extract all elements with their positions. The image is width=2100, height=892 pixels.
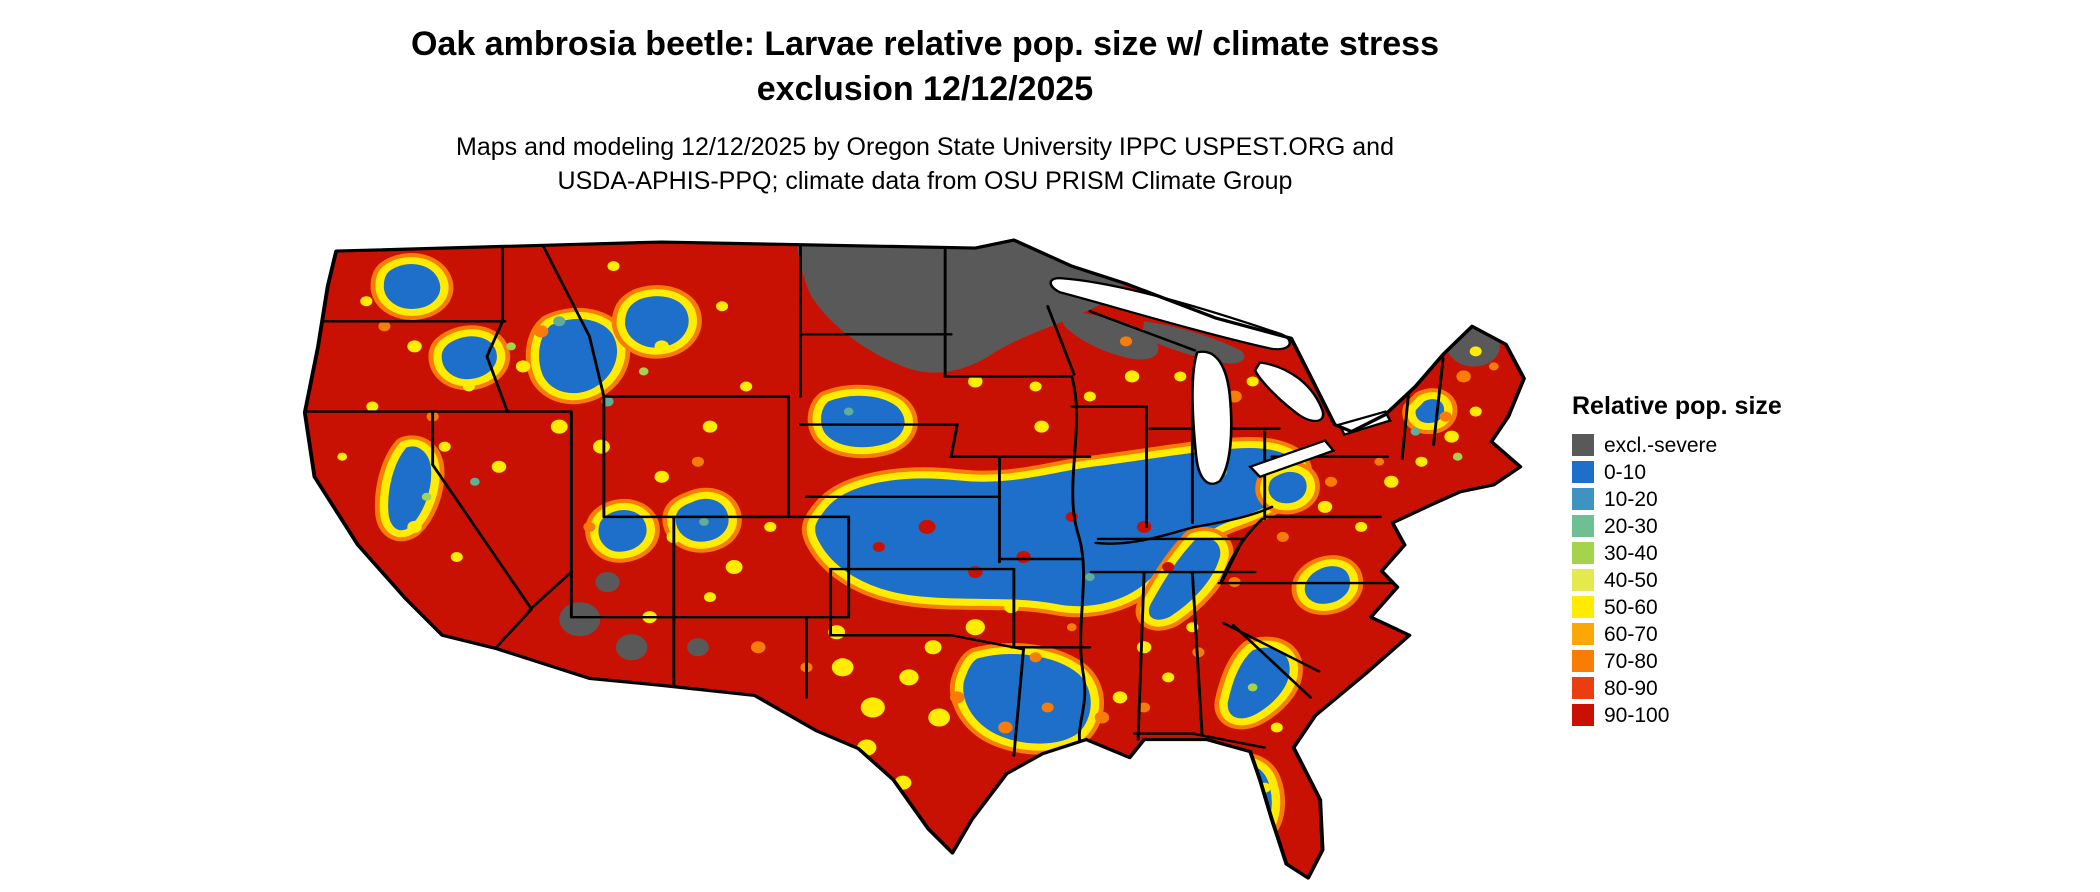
legend-swatch — [1572, 677, 1594, 699]
legend-label: 0-10 — [1604, 460, 1647, 484]
legend-label: 20-30 — [1604, 514, 1658, 538]
legend-swatch — [1572, 515, 1594, 537]
legend-item: 30-40 — [1572, 542, 1782, 564]
legend-label: 80-90 — [1604, 676, 1658, 700]
legend: Relative pop. size excl.-severe 0-10 10-… — [1572, 392, 1782, 731]
legend-item: 70-80 — [1572, 650, 1782, 672]
legend-label: 60-70 — [1604, 622, 1658, 646]
page-title: Oak ambrosia beetle: Larvae relative pop… — [0, 22, 1850, 112]
us-map-svg — [302, 238, 1526, 880]
speckles-teal — [470, 316, 1421, 582]
legend-swatch — [1572, 704, 1594, 726]
title-line-2: exclusion 12/12/2025 — [756, 69, 1094, 108]
subtitle-line-1: Maps and modeling 12/12/2025 by Oregon S… — [456, 132, 1394, 161]
legend-item: 90-100 — [1572, 704, 1782, 726]
lake-michigan — [1191, 350, 1233, 485]
legend-swatch — [1572, 434, 1594, 456]
legend-item: 20-30 — [1572, 515, 1782, 537]
legend-label: 40-50 — [1604, 568, 1658, 592]
legend-label: 90-100 — [1604, 703, 1670, 727]
legend-label: 50-60 — [1604, 595, 1658, 619]
legend-label: 70-80 — [1604, 649, 1658, 673]
state-borders — [305, 240, 1445, 757]
us-map — [300, 226, 1530, 888]
legend-swatch — [1572, 461, 1594, 483]
legend-item: 0-10 — [1572, 461, 1782, 483]
legend-item: 50-60 — [1572, 596, 1782, 618]
lake-erie — [1248, 439, 1336, 479]
speckles-green — [421, 342, 1463, 692]
legend-item: 40-50 — [1572, 569, 1782, 591]
legend-swatch — [1572, 569, 1594, 591]
title-line-1: Oak ambrosia beetle: Larvae relative pop… — [410, 25, 1440, 63]
lake-huron — [1253, 361, 1325, 422]
great-lakes — [1049, 277, 1392, 485]
page-subtitle: Maps and modeling 12/12/2025 by Oregon S… — [0, 130, 1850, 199]
legend-label: excl.-severe — [1604, 433, 1718, 457]
legend-swatch — [1572, 596, 1594, 618]
legend-item: 10-20 — [1572, 488, 1782, 510]
legend-item: excl.-severe — [1572, 434, 1782, 456]
map-header: Oak ambrosia beetle: Larvae relative pop… — [0, 22, 1850, 199]
legend-title: Relative pop. size — [1572, 392, 1782, 420]
legend-swatch — [1572, 623, 1594, 645]
legend-item: 80-90 — [1572, 677, 1782, 699]
legend-swatch — [1572, 542, 1594, 564]
legend-item: 60-70 — [1572, 623, 1782, 645]
legend-swatch — [1572, 488, 1594, 510]
legend-swatch — [1572, 650, 1594, 672]
legend-label: 10-20 — [1604, 487, 1658, 511]
subtitle-line-2: USDA-APHIS-PPQ; climate data from OSU PR… — [557, 167, 1293, 196]
legend-label: 30-40 — [1604, 541, 1658, 565]
speckles-yellow — [337, 261, 1482, 852]
